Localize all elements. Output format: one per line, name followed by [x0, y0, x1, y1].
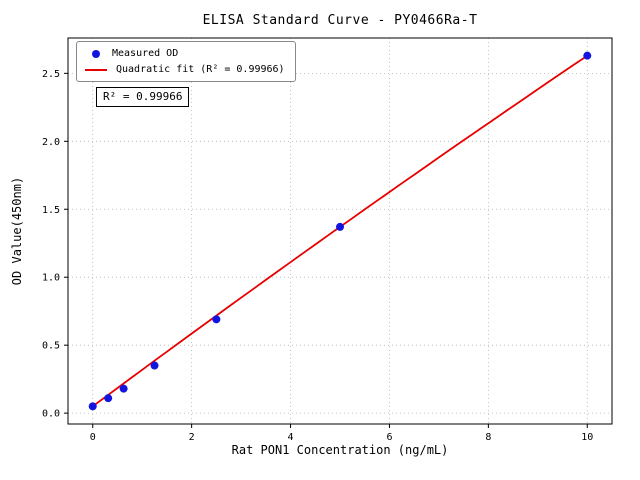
- data-point: [104, 394, 113, 403]
- chart-title: ELISA Standard Curve - PY0466Ra-T: [202, 13, 478, 28]
- legend-label-quadratic-fit: Quadratic fit (R² = 0.99966): [116, 64, 285, 75]
- y-tick-label: 1.0: [42, 273, 60, 284]
- x-tick-label: 8: [485, 432, 491, 443]
- quadratic-fit-line: [91, 54, 589, 408]
- y-tick-label: 1.5: [42, 205, 60, 216]
- legend-item-quadratic-fit: Quadratic fit (R² = 0.99966): [85, 64, 285, 75]
- y-axis-label: OD Value(450nm): [10, 176, 24, 286]
- legend-label-measured-od: Measured OD: [112, 48, 179, 59]
- line-marker-icon: [85, 68, 107, 71]
- x-tick-label: 4: [288, 432, 294, 443]
- x-axis-label: Rat PON1 Concentration (ng/mL): [231, 443, 449, 457]
- data-point: [583, 51, 592, 60]
- x-tick-label: 10: [581, 432, 593, 443]
- legend-item-measured-od: Measured OD: [85, 48, 285, 59]
- data-point: [336, 222, 344, 231]
- r-squared-annotation: R² = 0.99966: [96, 87, 190, 107]
- y-tick-label: 2.0: [42, 137, 60, 148]
- data-point: [150, 361, 159, 370]
- scatter-marker-icon: [92, 49, 100, 58]
- y-tick-label: 0.5: [42, 341, 60, 352]
- x-tick-label: 2: [189, 432, 195, 443]
- data-point: [119, 384, 128, 393]
- x-tick-label: 6: [386, 432, 392, 443]
- data-point: [88, 402, 97, 411]
- data-point: [212, 315, 221, 324]
- legend: Measured OD Quadratic fit (R² = 0.99966): [76, 41, 296, 82]
- x-tick-label: 0: [90, 432, 96, 443]
- y-tick-label: 0.0: [42, 409, 60, 420]
- plot-border: [67, 37, 613, 425]
- y-tick-label: 2.5: [42, 69, 60, 80]
